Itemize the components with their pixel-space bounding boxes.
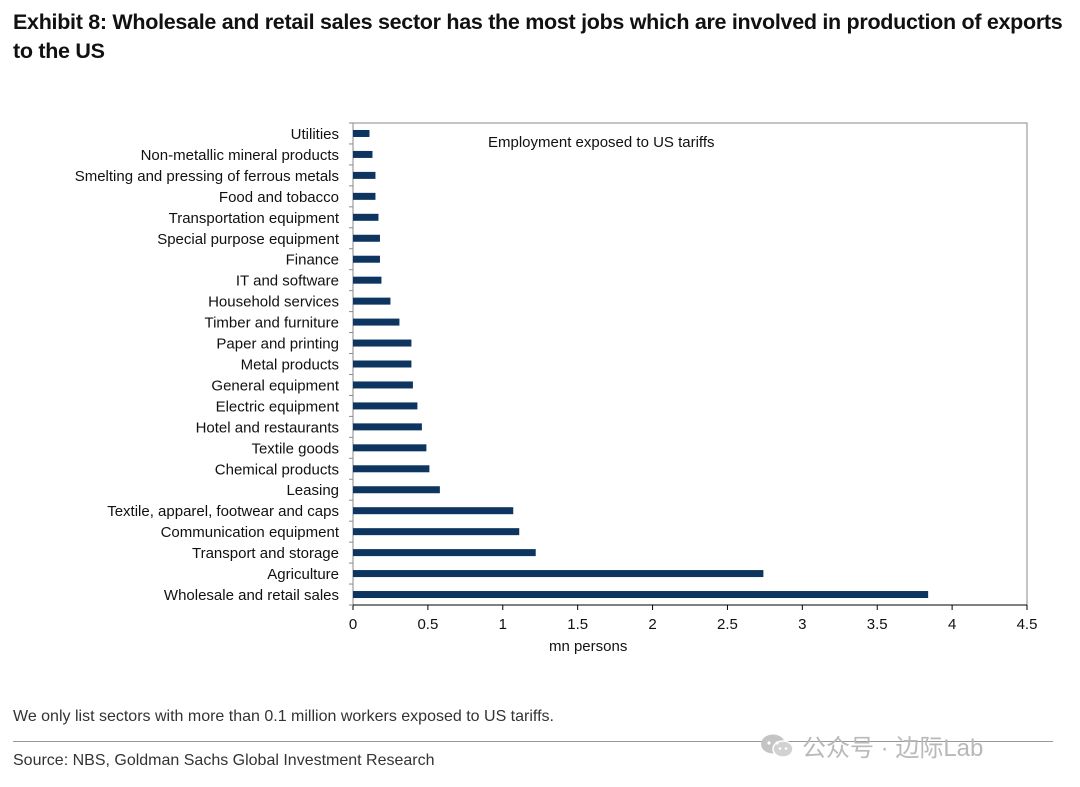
category-label: Hotel and restaurants [196,419,339,436]
bar [353,591,929,599]
category-label: Special purpose equipment [157,231,340,248]
bar [353,213,379,221]
category-label: Smelting and pressing of ferrous metals [75,168,339,185]
bar-chart: Utilities Non-metallic mineral products Sm… [75,122,1038,655]
bar [353,486,440,494]
category-label: Food and tobacco [219,189,339,206]
bar [353,465,430,473]
bar [353,339,412,347]
category-label: Chemical products [215,461,339,478]
bar [353,444,427,452]
chat-bubble-icon [760,733,794,759]
divider [13,741,1053,742]
x-tick-label: 2.5 [717,616,738,633]
category-label: Utilities [291,126,339,143]
category-label: Wholesale and retail sales [164,587,339,604]
bar [353,150,373,158]
category-label: Agriculture [267,566,339,583]
x-tick-label: 0.5 [417,616,438,633]
x-axis-label: mn persons [549,638,627,655]
bar [353,234,380,242]
category-label: Paper and printing [216,336,339,353]
category-label: Leasing [286,482,339,499]
category-label: Transport and storage [192,545,339,562]
bar [353,528,520,536]
category-label: Transportation equipment [169,210,340,227]
category-label: General equipment [211,377,339,394]
category-label: IT and software [236,273,339,290]
category-label: Finance [286,252,339,269]
bar [353,507,514,515]
watermark-text: 公众号 · 边际Lab [802,735,984,762]
bar [353,318,400,326]
bar [353,570,764,578]
category-label: Timber and furniture [204,315,339,332]
category-label: Metal products [241,357,339,374]
bar [353,360,412,368]
footnote: We only list sectors with more than 0.1 … [13,708,554,725]
bar [353,381,413,389]
x-tick-label: 3.5 [867,616,888,633]
bar [353,171,376,179]
plot-title: Employment exposed to US tariffs [488,134,715,151]
bar [353,276,382,284]
bar [353,192,376,200]
category-label: Textile goods [251,440,339,457]
bar [353,549,536,557]
chart-title: Exhibit 8: Wholesale and retail sales se… [13,10,1063,63]
x-tick-label: 1.5 [567,616,588,633]
category-label: Non-metallic mineral products [141,147,339,164]
source-text: Source: NBS, Goldman Sachs Global Invest… [13,752,435,769]
x-tick-label: 2 [648,616,656,633]
x-tick-label: 0 [349,616,357,633]
bar [353,297,391,305]
category-label: Communication equipment [161,524,340,541]
category-label: Household services [208,294,339,311]
bar [353,129,370,137]
category-label: Electric equipment [216,398,340,415]
bar [353,423,422,431]
category-label: Textile, apparel, footwear and caps [107,503,339,520]
bar [353,255,380,263]
x-tick-label: 1 [499,616,507,633]
x-tick-label: 4.5 [1017,616,1038,633]
watermark: 公众号 · 边际Lab [760,728,983,763]
bar [353,402,418,410]
x-tick-label: 4 [948,616,956,633]
x-tick-label: 3 [798,616,806,633]
